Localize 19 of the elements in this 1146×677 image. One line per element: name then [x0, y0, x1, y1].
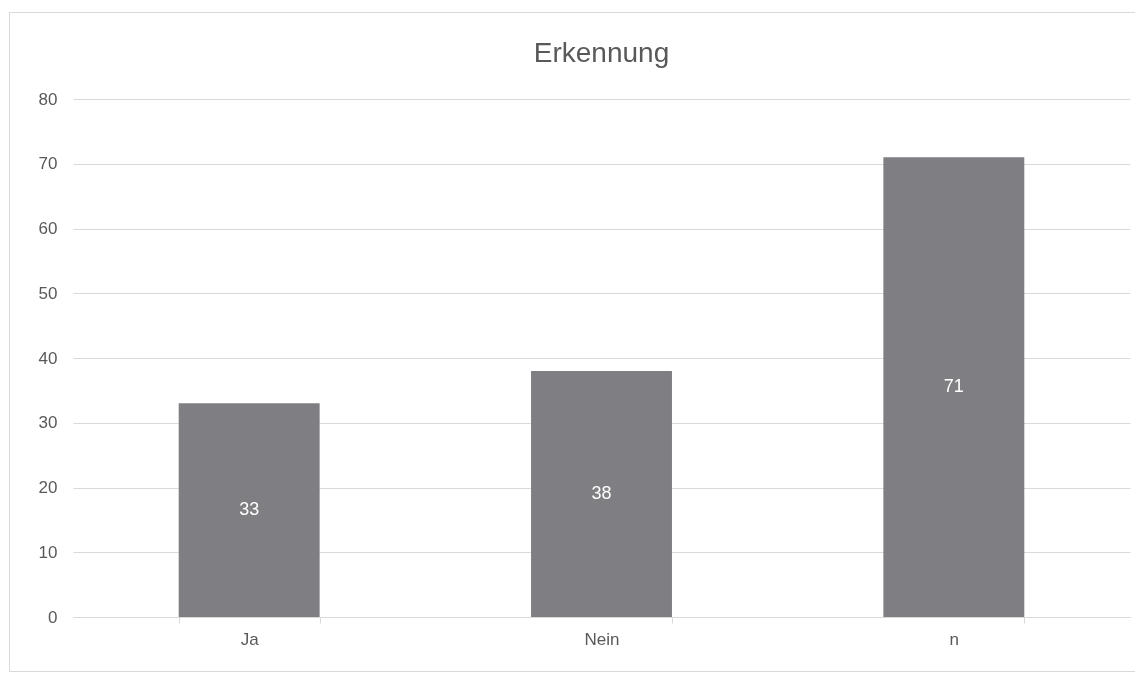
bar	[531, 370, 672, 617]
y-tick-label: 80	[38, 89, 58, 109]
y-tick-label: 10	[38, 542, 58, 562]
y-tick-label: 20	[38, 478, 58, 497]
data-label: 71	[943, 376, 964, 397]
x-tick-label: Ja	[240, 629, 260, 649]
data-label: 33	[239, 499, 260, 520]
y-tick-label: 50	[38, 283, 58, 303]
data-label: 38	[591, 482, 612, 503]
y-tick-label: 0	[48, 607, 58, 627]
y-tick-label: 40	[38, 348, 58, 368]
bar	[883, 157, 1025, 617]
x-tick-label: Nein	[584, 629, 620, 649]
x-tick-label: n	[949, 629, 960, 649]
bar	[178, 403, 320, 617]
y-tick-label: 30	[38, 413, 58, 433]
y-tick-label: 60	[38, 219, 58, 238]
y-tick-label: 70	[38, 154, 58, 174]
chart-title: Erkennung	[533, 37, 670, 68]
